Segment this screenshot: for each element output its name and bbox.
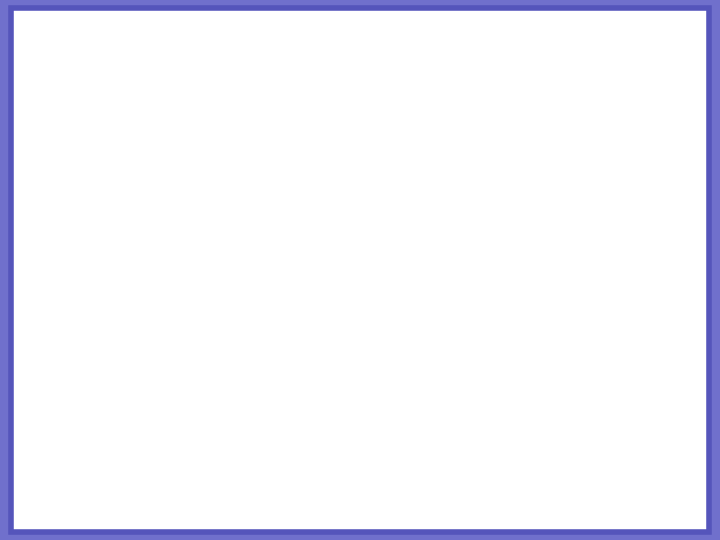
Text: 4224: 4224 xyxy=(239,321,268,330)
Text: 32-bit bus with 8 segment per line: 32-bit bus with 8 segment per line xyxy=(228,94,492,110)
Bar xyxy=(205,183,302,217)
Bar xyxy=(205,217,302,250)
Bar xyxy=(302,312,418,340)
Bar xyxy=(546,116,673,155)
Text: -6.05e-4: -6.05e-4 xyxy=(458,321,507,330)
Text: Avg. Volt. Diff.
(V): Avg. Volt. Diff. (V) xyxy=(442,125,522,146)
Text: 255.36: 255.36 xyxy=(340,321,380,330)
Bar xyxy=(54,183,205,217)
Bar xyxy=(205,284,302,312)
Text: ◆: ◆ xyxy=(40,432,47,442)
Bar xyxy=(418,217,546,250)
Bar xyxy=(205,116,302,155)
Text: -1.23e-4: -1.23e-4 xyxy=(458,262,507,272)
Bar xyxy=(54,116,205,155)
Bar xyxy=(418,250,546,284)
Text: ◆: ◆ xyxy=(40,397,47,407)
Bar xyxy=(205,155,302,183)
Bar xyxy=(546,155,673,183)
Text: Models and
Settings: Models and Settings xyxy=(98,125,161,146)
Bar xyxy=(205,250,302,284)
Text: Windowed (32,
2): Windowed (32, 2) xyxy=(86,222,174,244)
Text: 1.00e-5: 1.00e-5 xyxy=(460,195,505,205)
Bar xyxy=(546,312,673,340)
Text: ◆: ◆ xyxy=(40,362,47,372)
Bar xyxy=(54,312,205,340)
Bar xyxy=(546,183,673,217)
Text: 2.96e-3: 2.96e-3 xyxy=(588,321,631,330)
Bar xyxy=(418,284,546,312)
Text: 4.56e-3: 4.56e-3 xyxy=(588,262,632,272)
Bar xyxy=(418,116,546,155)
Bar xyxy=(54,284,205,312)
Text: 3488: 3488 xyxy=(239,262,268,272)
Text: Windowed VPEC has high accuracy for window size as small as  (16,2): Windowed VPEC has high accuracy for wind… xyxy=(61,395,529,408)
Text: Geometrical Sparsification Results: Geometrical Sparsification Results xyxy=(90,40,630,69)
Text: Full VPEC (32,
8): Full VPEC (32, 8) xyxy=(89,189,171,211)
Text: 8.91e-3: 8.91e-3 xyxy=(588,293,631,302)
Text: Normalized: Normalized xyxy=(96,321,163,330)
Text: -2.17e-4: -2.17e-4 xyxy=(458,293,507,302)
Text: 0: 0 xyxy=(606,164,613,174)
Bar xyxy=(205,312,302,340)
Text: 152.57: 152.57 xyxy=(340,262,380,272)
Text: 311.22: 311.22 xyxy=(340,228,380,238)
Text: 5.97e-5: 5.97e-5 xyxy=(460,228,505,238)
Text: 11392: 11392 xyxy=(235,228,271,238)
Text: Run Time (s): Run Time (s) xyxy=(325,131,395,140)
Text: 6.26e-4: 6.26e-4 xyxy=(588,195,632,205)
Text: 32896: 32896 xyxy=(235,164,271,174)
Bar xyxy=(302,284,418,312)
Text: 0: 0 xyxy=(479,164,486,174)
Bar xyxy=(54,155,205,183)
Bar xyxy=(546,284,673,312)
Text: 2535.48: 2535.48 xyxy=(336,164,384,174)
Text: 2240: 2240 xyxy=(239,293,268,302)
Text: Decreased window size leads to reduced runtime and accuracy: Decreased window size leads to reduced r… xyxy=(61,360,484,373)
Bar xyxy=(54,250,205,284)
Text: 32896: 32896 xyxy=(235,195,271,205)
Bar xyxy=(302,116,418,155)
Bar xyxy=(302,250,418,284)
Bar xyxy=(418,312,546,340)
Text: Full PEEC: Full PEEC xyxy=(102,164,157,174)
Text: 772.89: 772.89 xyxy=(340,195,380,205)
Text: 1.84e-3: 1.84e-3 xyxy=(588,228,632,238)
Text: 85.14: 85.14 xyxy=(343,293,377,302)
Bar xyxy=(546,217,673,250)
Bar xyxy=(302,217,418,250)
Bar xyxy=(546,250,673,284)
Bar xyxy=(418,155,546,183)
Text: Standard Dev.
(V): Standard Dev. (V) xyxy=(570,125,649,146)
Text: Windowed (16,
2): Windowed (16, 2) xyxy=(86,256,174,278)
Text: Windowed (8, 2): Windowed (8, 2) xyxy=(81,293,178,302)
Bar xyxy=(54,217,205,250)
Bar xyxy=(418,183,546,217)
Bar xyxy=(302,155,418,183)
Text: Normalized model is still efficient with bounded error: Normalized model is still efficient with… xyxy=(61,430,416,443)
Text: No. of
Elements: No. of Elements xyxy=(228,125,279,146)
Bar xyxy=(302,183,418,217)
